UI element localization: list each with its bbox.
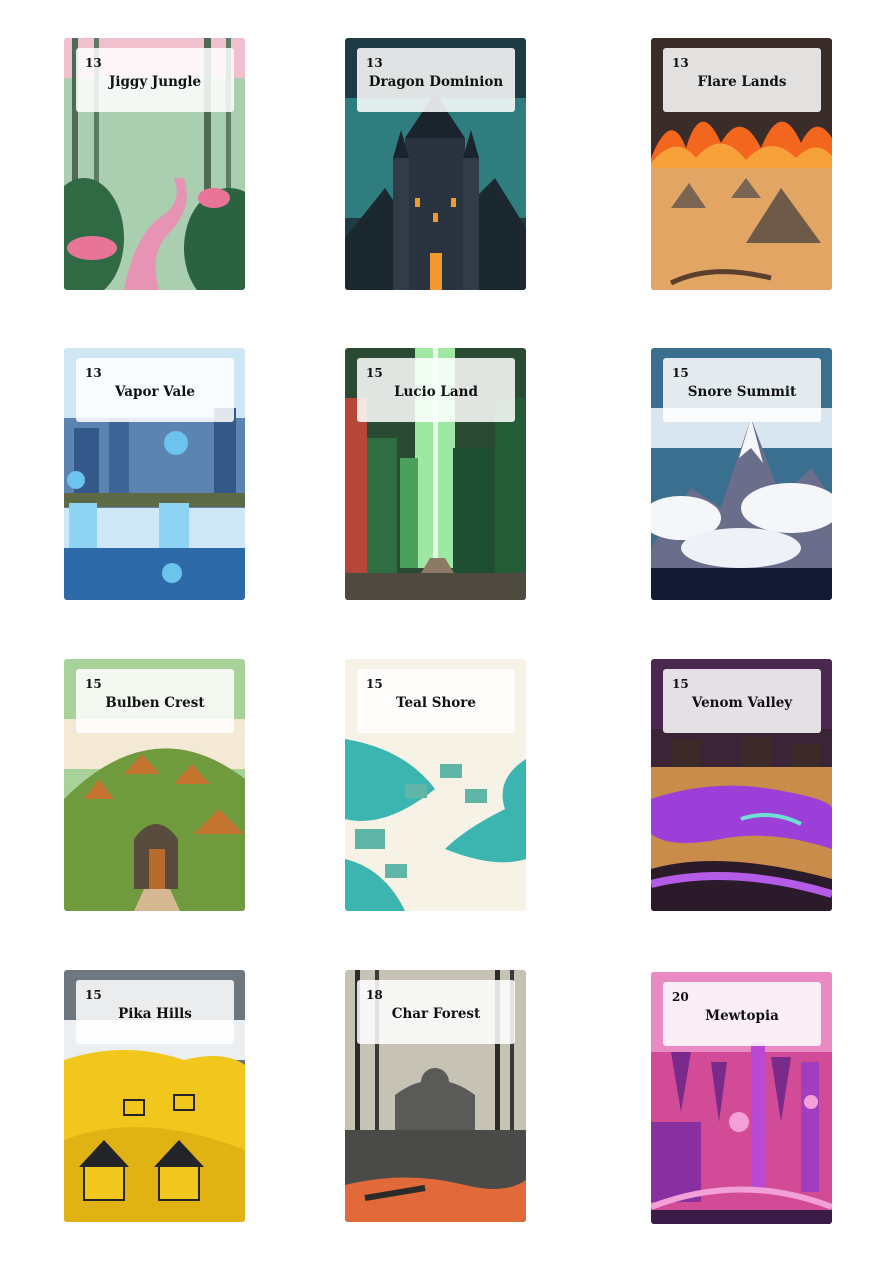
card-label: 15 Venom Valley <box>663 669 821 733</box>
card-level: 15 <box>366 366 383 380</box>
card-name: Pika Hills <box>118 1006 192 1022</box>
beach-town-art <box>345 659 526 911</box>
card-vapor-vale[interactable]: 13 Vapor Vale <box>64 348 245 600</box>
card-flare-lands[interactable]: 13 Flare Lands <box>651 38 832 290</box>
card-name: Flare Lands <box>697 74 787 90</box>
card-name: Char Forest <box>391 1006 481 1022</box>
card-snore-summit[interactable]: 15 Snore Summit <box>651 348 832 600</box>
card-name: Venom Valley <box>691 695 793 711</box>
card-label: 15 Teal Shore <box>357 669 515 733</box>
card-level: 18 <box>366 988 383 1002</box>
card-label: 13 Jiggy Jungle <box>76 48 234 112</box>
card-mewtopia[interactable]: 20 Mewtopia <box>651 972 832 1224</box>
card-name: Mewtopia <box>705 1008 779 1024</box>
card-level: 15 <box>672 366 689 380</box>
card-level: 15 <box>672 677 689 691</box>
card-level: 13 <box>672 56 689 70</box>
card-name: Lucio Land <box>394 384 478 400</box>
card-level: 20 <box>672 990 689 1004</box>
card-level: 15 <box>85 988 102 1002</box>
card-label: 20 Mewtopia <box>663 982 821 1046</box>
card-venom-valley[interactable]: 15 Venom Valley <box>651 659 832 911</box>
card-jiggy-jungle[interactable]: 13 Jiggy Jungle <box>64 38 245 290</box>
card-label: 15 Pika Hills <box>76 980 234 1044</box>
card-level: 13 <box>85 366 102 380</box>
card-level: 13 <box>85 56 102 70</box>
card-label: 13 Flare Lands <box>663 48 821 112</box>
card-label: 13 Dragon Dominion <box>357 48 515 112</box>
card-name: Snore Summit <box>687 384 797 400</box>
card-label: 13 Vapor Vale <box>76 358 234 422</box>
card-label: 18 Char Forest <box>357 980 515 1044</box>
card-level: 13 <box>366 56 383 70</box>
card-label: 15 Lucio Land <box>357 358 515 422</box>
card-name: Jiggy Jungle <box>108 74 202 90</box>
card-teal-shore[interactable]: 15 Teal Shore <box>345 659 526 911</box>
card-pika-hills[interactable]: 15 Pika Hills <box>64 970 245 1222</box>
card-name: Teal Shore <box>396 695 476 711</box>
card-char-forest[interactable]: 18 Char Forest <box>345 970 526 1222</box>
card-name: Bulben Crest <box>105 695 205 711</box>
card-dragon-dominion[interactable]: 13 Dragon Dominion <box>345 38 526 290</box>
card-bulben-crest[interactable]: 15 Bulben Crest <box>64 659 245 911</box>
card-level: 15 <box>85 677 102 691</box>
card-name: Vapor Vale <box>115 384 195 400</box>
card-level: 15 <box>366 677 383 691</box>
card-lucio-land[interactable]: 15 Lucio Land <box>345 348 526 600</box>
card-name: Dragon Dominion <box>368 74 504 90</box>
card-label: 15 Snore Summit <box>663 358 821 422</box>
card-label: 15 Bulben Crest <box>76 669 234 733</box>
